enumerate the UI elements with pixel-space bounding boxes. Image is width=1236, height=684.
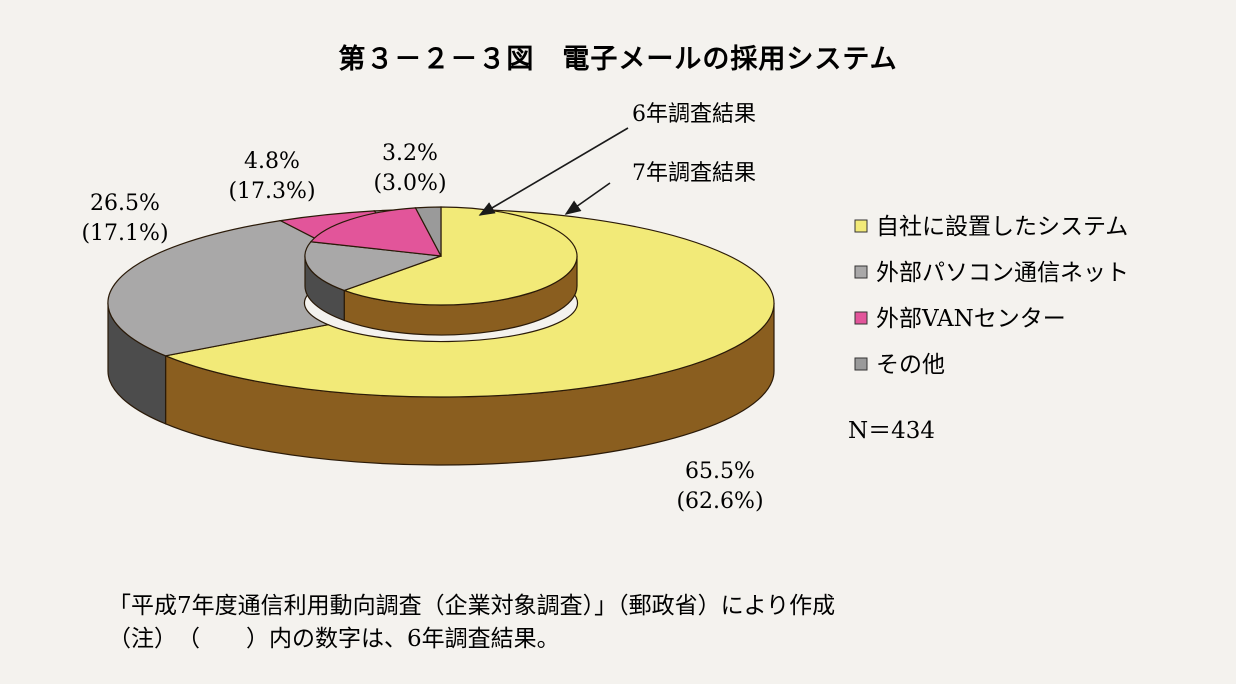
callout-outer-series: 7年調査結果 (632, 161, 756, 186)
sample-size: N＝434 (848, 418, 935, 444)
label-pasokon-previous: (17.1%) (81, 221, 168, 246)
legend-swatch-jisha (854, 219, 868, 233)
legend-swatch-pasokon (854, 265, 868, 279)
outer-slice-jisha (163, 208, 775, 398)
source-note: 「平成7年度通信利用動向調査（企業対象調査）」（郵政省）により作成 (108, 593, 835, 619)
label-van-current: 4.8% (244, 149, 300, 174)
inner-ring-top (304, 206, 578, 306)
legend-label-other: その他 (876, 352, 945, 378)
inner-slice-pasokon (304, 241, 442, 292)
label-pasokon-current: 26.5% (90, 191, 160, 216)
inner-slice-other (414, 206, 442, 257)
legend-swatch-van (854, 311, 868, 325)
label-jisha-current: 65.5% (685, 459, 755, 484)
legend-label-van: 外部VANセンター (876, 306, 1066, 332)
legend: 自社に設置したシステム 外部パソコン通信ネット 外部VANセンター その他 (854, 214, 1129, 378)
callout-inner-series: 6年調査結果 (632, 102, 756, 127)
label-other-previous: (3.0%) (373, 171, 446, 196)
legend-label-pasokon: 外部パソコン通信ネット (876, 260, 1129, 286)
label-other-current: 3.2% (382, 141, 438, 166)
inner-slice-jisha (342, 206, 578, 306)
label-jisha-previous: (62.6%) (676, 489, 763, 514)
inner-slice-van (309, 207, 443, 257)
legend-label-jisha: 自社に設置したシステム (876, 214, 1128, 240)
label-van-previous: (17.3%) (228, 179, 315, 204)
callout-outer-arrow (564, 182, 611, 215)
footnote: （注） （ ）内の数字は、6年調査結果。 (108, 626, 560, 652)
callout-inner-arrow (478, 127, 629, 216)
chart-title: 第３－２－３図 電子メールの採用システム (338, 43, 897, 75)
legend-swatch-other (854, 357, 868, 371)
